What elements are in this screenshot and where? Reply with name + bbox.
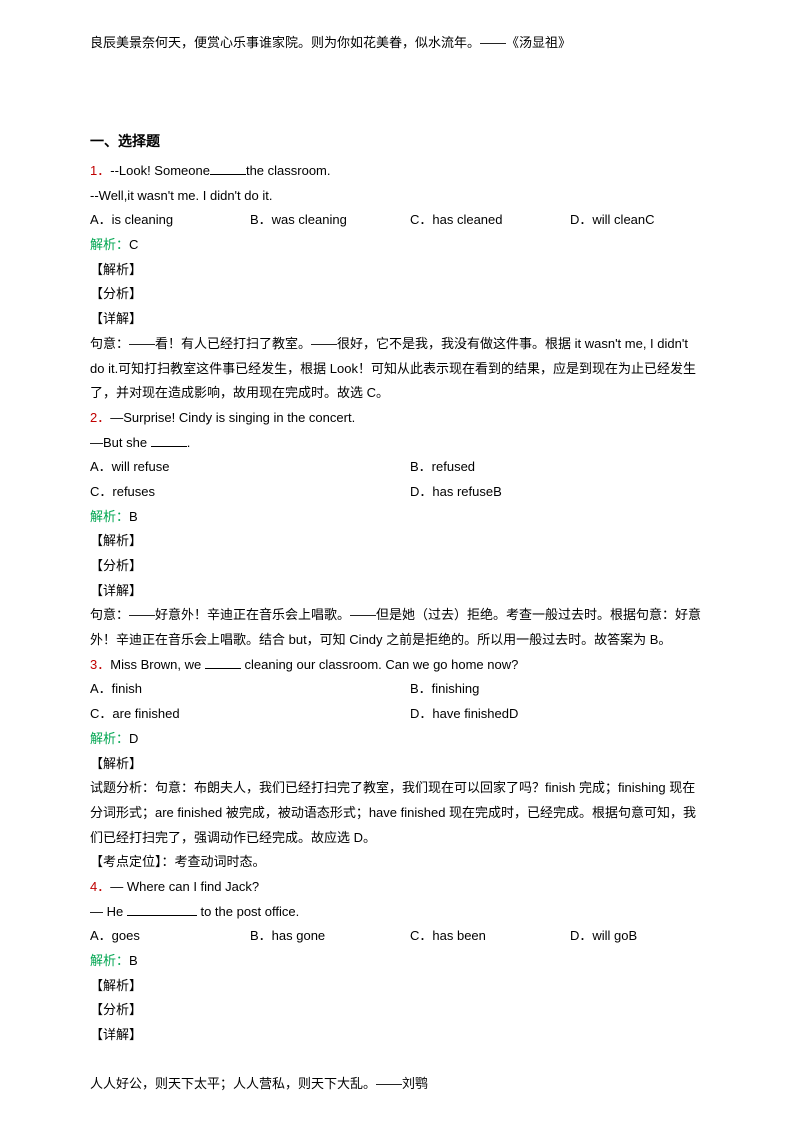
q2-optA: A．will refuse — [90, 455, 410, 480]
bottom-quote: 人人好公，则天下太平；人人营私，则天下大乱。——刘鹗 — [90, 1073, 428, 1092]
q1-stem1: 1．--Look! Someone the classroom. — [90, 159, 703, 184]
q4-stem2: — He to the post office. — [90, 900, 703, 925]
q2-stem1: 2．—Surprise! Cindy is singing in the con… — [90, 406, 703, 431]
q3-options-row2: C．are finishedD．have finishedD — [90, 702, 703, 727]
q1-number: 1． — [90, 163, 110, 178]
top-quote: 良辰美景奈何天，便赏心乐事谁家院。则为你如花美眷，似水流年。——《汤显祖》 — [90, 32, 703, 51]
q1-explain: 句意：——看！有人已经打扫了教室。——很好，它不是我，我没有做这件事。根据 it… — [90, 332, 703, 406]
q4-stem1a: — Where can I find Jack? — [110, 879, 259, 894]
q1-answer: 解析：C — [90, 233, 703, 258]
q4-optD: D．will goB — [570, 924, 637, 949]
q2-number: 2． — [90, 410, 110, 425]
q4-optC: C．has been — [410, 924, 570, 949]
q2-stem2: —But she . — [90, 431, 703, 456]
q4-answer: 解析：B — [90, 949, 703, 974]
q4-tag1: 【解析】 — [90, 974, 703, 999]
q2-stem2a: —But she — [90, 435, 151, 450]
q1-tag2: 【分析】 — [90, 282, 703, 307]
q4-optB: B．has gone — [250, 924, 410, 949]
q3-tag1: 【解析】 — [90, 752, 703, 777]
q2-blank — [151, 433, 187, 447]
q1-optB: B．was cleaning — [250, 208, 410, 233]
q1-optC: C．has cleaned — [410, 208, 570, 233]
q2-tag3: 【详解】 — [90, 579, 703, 604]
q3-explain1: 试题分析：句意：布朗夫人，我们已经打扫完了教室，我们现在可以回家了吗？finis… — [90, 776, 703, 850]
q4-number: 4． — [90, 879, 110, 894]
q2-answer: 解析：B — [90, 505, 703, 530]
q3-optA: A．finish — [90, 677, 410, 702]
q3-stem1: 3．Miss Brown, we cleaning our classroom.… — [90, 653, 703, 678]
q4-blank — [127, 902, 197, 916]
q2-options-row1: A．will refuseB．refused — [90, 455, 703, 480]
q3-answer: 解析：D — [90, 727, 703, 752]
q1-options: A．is cleaningB．was cleaningC．has cleaned… — [90, 208, 703, 233]
q1-blank — [210, 161, 246, 175]
q4-stem1: 4．— Where can I find Jack? — [90, 875, 703, 900]
q1-stem1b: the classroom. — [246, 163, 331, 178]
q2-tag2: 【分析】 — [90, 554, 703, 579]
q3-stem1a: Miss Brown, we — [110, 657, 205, 672]
q3-blank — [205, 655, 241, 669]
q3-stem1b: cleaning our classroom. Can we go home n… — [241, 657, 518, 672]
q4-options: A．goesB．has goneC．has beenD．will goB — [90, 924, 703, 949]
q4-tag3: 【详解】 — [90, 1023, 703, 1048]
q4-stem2a: — He — [90, 904, 127, 919]
q3-optC: C．are finished — [90, 702, 410, 727]
section-title: 一、选择题 — [90, 131, 703, 151]
q3-number: 3． — [90, 657, 110, 672]
q4-tag2: 【分析】 — [90, 998, 703, 1023]
q2-optC: C．refuses — [90, 480, 410, 505]
q2-stem1a: —Surprise! Cindy is singing in the conce… — [110, 410, 355, 425]
q2-optD: D．has refuseB — [410, 480, 502, 505]
q1-optA: A．is cleaning — [90, 208, 250, 233]
q3-options-row1: A．finishB．finishing — [90, 677, 703, 702]
q1-stem1a: --Look! Someone — [110, 163, 210, 178]
q2-explain: 句意：——好意外！辛迪正在音乐会上唱歌。——但是她（过去）拒绝。考查一般过去时。… — [90, 603, 703, 652]
q3-explain2: 【考点定位】：考查动词时态。 — [90, 850, 703, 875]
q1-stem2: --Well,it wasn't me. I didn't do it. — [90, 184, 703, 209]
q1-tag1: 【解析】 — [90, 258, 703, 283]
q2-stem2b: . — [187, 435, 191, 450]
q3-optB: B．finishing — [410, 677, 479, 702]
q2-optB: B．refused — [410, 455, 475, 480]
q3-optD: D．have finishedD — [410, 702, 518, 727]
q1-tag3: 【详解】 — [90, 307, 703, 332]
q2-options-row2: C．refusesD．has refuseB — [90, 480, 703, 505]
q1-optD: D．will cleanC — [570, 208, 655, 233]
q4-stem2b: to the post office. — [197, 904, 299, 919]
q2-tag1: 【解析】 — [90, 529, 703, 554]
q4-optA: A．goes — [90, 924, 250, 949]
